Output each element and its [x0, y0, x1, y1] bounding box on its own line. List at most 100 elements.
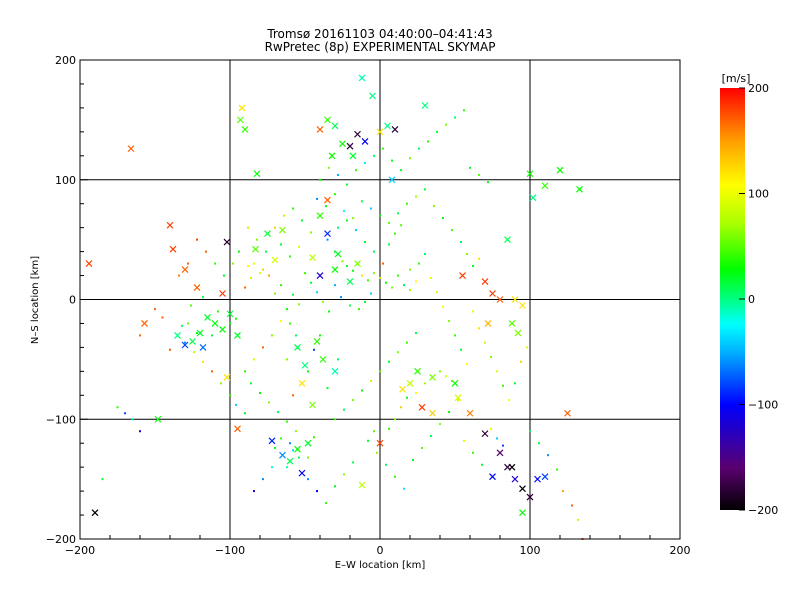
point-marker-dot [325, 502, 327, 505]
point-marker-x [301, 361, 309, 369]
point-marker-dot [427, 140, 429, 143]
point-marker-dot [478, 257, 480, 260]
point-marker-x [141, 320, 148, 327]
point-marker-dot [289, 322, 291, 325]
point-marker-dot [463, 109, 465, 112]
point-marker-dot [310, 231, 312, 234]
point-marker-dot [184, 341, 186, 344]
point-marker-dot [202, 360, 204, 363]
point-marker-dot [562, 490, 564, 493]
point-marker-x [496, 296, 504, 303]
point-marker-dot [382, 147, 384, 150]
point-marker-x [219, 290, 226, 297]
point-marker-dot [406, 396, 408, 399]
point-marker-x [226, 310, 234, 318]
point-marker-x [189, 337, 196, 345]
point-marker-x [529, 194, 537, 202]
point-marker-dot [286, 466, 288, 469]
point-marker-dot [367, 279, 369, 282]
point-marker-dot [406, 202, 408, 205]
point-marker-dot [286, 308, 288, 311]
x-axis-title: E–W location [km] [335, 560, 426, 571]
point-marker-dot [232, 262, 234, 265]
point-marker-dot [334, 193, 336, 196]
point-marker-dot [487, 181, 489, 184]
point-marker-x [519, 302, 526, 309]
point-marker-dot [571, 504, 573, 507]
point-marker-dot [292, 449, 294, 452]
point-marker-dot [424, 382, 426, 385]
point-marker-x [324, 230, 331, 238]
point-marker-dot [502, 444, 504, 447]
point-marker-dot [101, 478, 104, 481]
point-marker-x [511, 296, 519, 303]
point-marker-dot [253, 358, 255, 361]
point-marker-dot [131, 418, 134, 421]
point-marker-dot [244, 286, 246, 289]
point-marker-dot [280, 243, 282, 246]
point-marker-x [508, 320, 516, 327]
point-marker-x [481, 278, 489, 285]
point-marker-dot [373, 154, 375, 157]
point-marker-dot [436, 130, 438, 133]
chart-subtitle: RwPretec (8p) EXPERIMENTAL SKYMAP [265, 40, 496, 54]
axis-ticks: −200 −100 0 100 200 −200 −100 0 100 200 [46, 54, 691, 557]
point-marker-x [181, 341, 189, 349]
colorbar-ticks: 200 100 0 −100 −200 [739, 82, 778, 517]
point-marker-x [253, 170, 261, 178]
point-marker-dot [358, 308, 360, 311]
point-marker-dot [316, 291, 318, 294]
point-marker-dot [556, 468, 558, 471]
point-marker-x [219, 326, 226, 333]
point-marker-dot [439, 370, 441, 373]
point-marker-dot [277, 411, 279, 414]
point-marker-x [429, 409, 436, 417]
point-marker-dot [529, 430, 531, 433]
point-marker-dot [253, 490, 255, 493]
point-marker-dot [478, 173, 480, 176]
point-marker-dot [259, 272, 261, 275]
point-marker-dot [355, 169, 357, 172]
point-marker-dot [484, 341, 486, 344]
point-marker-dot [298, 303, 300, 306]
y-tick-label: −200 [46, 533, 76, 546]
x-tick-label: 100 [520, 544, 541, 557]
point-marker-dot [307, 370, 309, 373]
point-marker-dot [181, 324, 183, 327]
point-marker-dot [526, 346, 528, 349]
x-tick-label: 0 [377, 544, 384, 557]
point-marker-dot [259, 391, 261, 394]
point-marker-dot [229, 322, 231, 325]
point-marker-dot [289, 442, 291, 445]
point-marker-dot [337, 173, 339, 176]
point-marker-dot [193, 351, 195, 354]
point-marker-x [489, 290, 496, 297]
point-marker-dot [364, 241, 366, 244]
point-marker-x [358, 74, 366, 82]
colorbar-tick-label: 0 [748, 293, 755, 306]
point-marker-dot [352, 461, 354, 464]
point-marker-dot [436, 291, 438, 294]
point-marker-x [454, 394, 462, 402]
point-marker-dot [256, 238, 258, 241]
point-marker-dot [313, 348, 315, 351]
point-marker-x [268, 437, 276, 445]
point-marker-dot [415, 391, 417, 394]
point-marker-x [496, 449, 504, 457]
point-marker-dot [430, 276, 432, 279]
point-marker-dot [454, 116, 456, 119]
point-marker-x [414, 367, 421, 375]
point-marker-x [199, 343, 207, 351]
point-marker-dot [280, 320, 282, 323]
colorbar-tick-label: −200 [748, 504, 778, 517]
point-marker-dot [403, 487, 405, 490]
point-marker-dot [271, 334, 273, 337]
point-marker-dot [316, 490, 318, 493]
point-marker-dot [154, 308, 156, 311]
point-marker-dot [394, 418, 396, 421]
point-marker-dot [496, 437, 498, 440]
point-marker-x [406, 379, 414, 387]
point-marker-x [526, 493, 534, 501]
point-marker-x [504, 463, 511, 471]
point-marker-dot [370, 379, 372, 382]
